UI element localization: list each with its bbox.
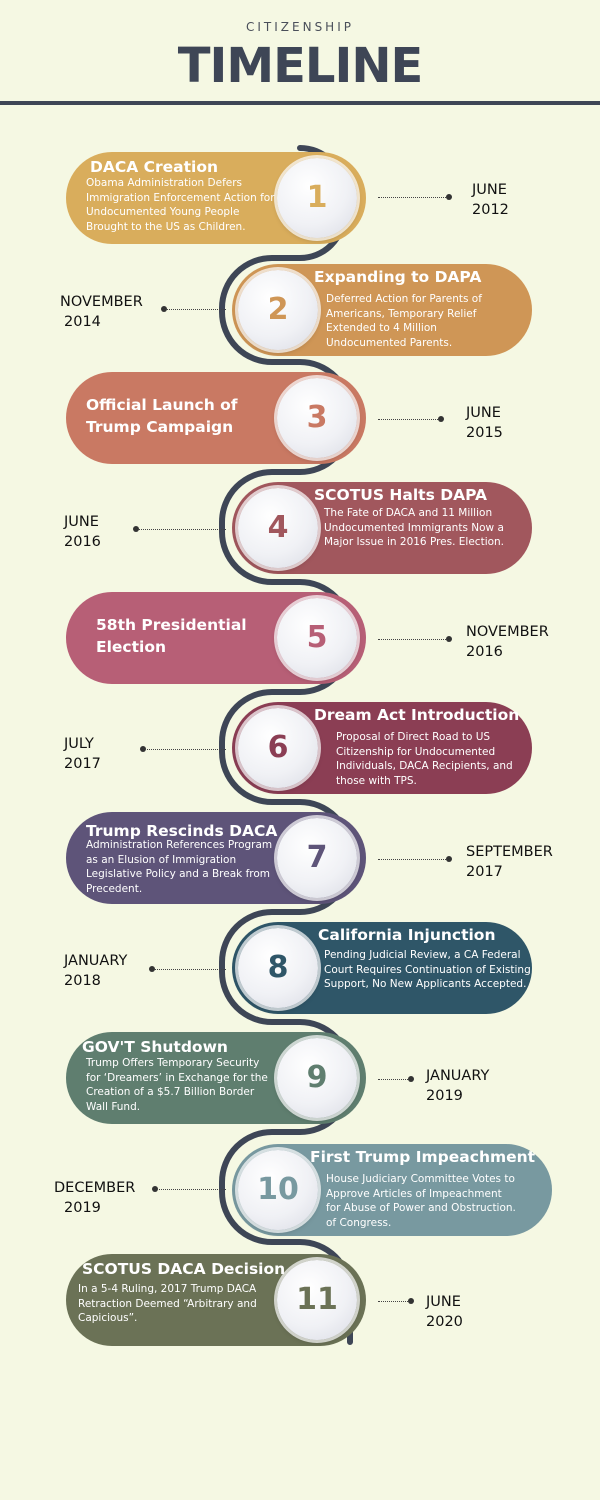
event-description: Deferred Action for Parents of Americans… [326,293,482,349]
event-description: The Fate of DACA and 11 Million Undocume… [324,507,505,548]
event-number: 10 [257,1172,299,1207]
header-divider [0,101,600,105]
connector-dot [446,194,452,200]
connector-line [154,969,226,970]
event-number-badge: 10 [238,1150,318,1230]
event-title: SCOTUS Halts DAPA [314,486,488,504]
event-number-badge: 4 [238,488,318,568]
event-description: Proposal of Direct Road to US Citizenshi… [336,731,513,787]
event-date: NOVEMBER 2016 [466,624,549,660]
event-description: Administration References Program as an … [86,839,273,895]
event-title: Dream Act Introduction [314,706,520,724]
event-title: SCOTUS DACA Decision [82,1260,286,1278]
event-date: DECEMBER 2019 [54,1180,136,1216]
event-date: JUNE 2016 [64,514,101,550]
connector-line [378,197,448,198]
connector-dot [446,636,452,642]
event-number-badge: 6 [238,708,318,788]
event-title: 58th Presidential Election [96,616,247,656]
event-title: Official Launch of Trump Campaign [86,396,238,436]
connector-line [157,1189,226,1190]
connector-line [378,419,440,420]
connector-line [378,639,448,640]
event-description: In a 5-4 Ruling, 2017 Trump DACA Retract… [78,1283,257,1324]
connector-dot [152,1186,158,1192]
event-number: 1 [306,180,328,215]
connector-dot [133,526,139,532]
event-number: 8 [267,950,289,985]
event-number: 5 [306,620,328,655]
event-date: NOVEMBER 2014 [60,294,143,330]
connector-dot [438,416,444,422]
connector-dot [161,306,167,312]
connector-line [378,859,448,860]
event-date: SEPTEMBER 2017 [466,844,553,880]
event-title: First Trump Impeachment [310,1148,536,1166]
event-title: Trump Rescinds DACA [86,822,278,840]
connector-line [166,309,226,310]
event-title: California Injunction [318,926,496,944]
event-card-4: SCOTUS Halts DAPA The Fate of DACA and 1… [232,482,532,574]
event-date: JUNE 2020 [426,1294,463,1330]
event-number: 6 [267,730,289,765]
event-date: JANUARY 2018 [64,953,128,989]
connector-line [378,1079,410,1080]
event-number: 9 [306,1060,328,1095]
connector-line [138,529,226,530]
event-date: JUNE 2012 [472,182,509,218]
event-number-badge: 9 [277,1038,357,1118]
event-number: 2 [267,292,289,327]
connector-dot [446,856,452,862]
event-number: 3 [306,400,328,435]
connector-dot [149,966,155,972]
event-number: 7 [306,840,328,875]
event-date: JULY 2017 [64,736,101,772]
connector-dot [408,1298,414,1304]
header-kicker: CITIZENSHIP [246,20,354,34]
page-title: TIMELINE [177,38,424,94]
connector-line [378,1301,410,1302]
event-number: 4 [267,510,289,545]
event-title: Expanding to DAPA [314,268,482,286]
event-date: JUNE 2015 [466,405,503,441]
event-description: House Judiciary Committee Votes to Appro… [326,1173,516,1229]
connector-dot [140,746,146,752]
event-number-badge: 1 [277,158,357,238]
event-number-badge: 5 [277,598,357,678]
event-date: JANUARY 2019 [426,1068,490,1104]
event-number-badge: 8 [238,928,318,1008]
event-title: GOV'T Shutdown [82,1038,228,1056]
event-description: Obama Administration Defers Immigration … [86,177,275,233]
connector-line [145,749,226,750]
event-number-badge: 2 [238,270,318,350]
connector-dot [408,1076,414,1082]
event-description: Trump Offers Temporary Security for ‘Dre… [86,1057,268,1113]
event-number-badge: 11 [277,1260,357,1340]
event-number-badge: 3 [277,378,357,458]
event-description: Pending Judicial Review, a CA Federal Co… [324,949,531,990]
event-number: 11 [296,1282,338,1317]
event-number-badge: 7 [277,818,357,898]
event-title: DACA Creation [90,158,219,176]
